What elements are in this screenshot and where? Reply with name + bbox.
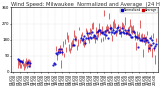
Text: Wind Speed: Milwaukee  Normalized and Average  (24 Hours) (New): Wind Speed: Milwaukee Normalized and Ave… [11, 2, 160, 7]
Legend: Normalized, Average: Normalized, Average [120, 8, 158, 13]
